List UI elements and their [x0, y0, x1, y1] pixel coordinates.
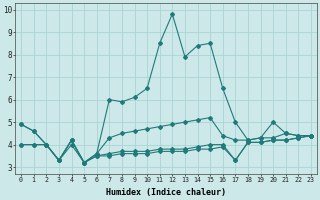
X-axis label: Humidex (Indice chaleur): Humidex (Indice chaleur): [106, 188, 226, 197]
